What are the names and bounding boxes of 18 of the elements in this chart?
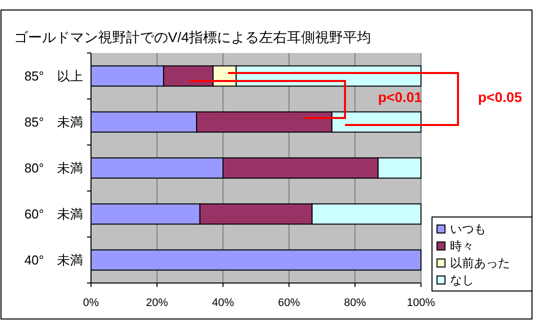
y-tick-label: 85° 以上 <box>24 68 83 84</box>
annotation: p<0.01 <box>378 89 422 105</box>
x-tick-label: 40% <box>212 297 234 309</box>
legend-label: 以前あった <box>450 256 510 270</box>
x-tick-label: 20% <box>146 297 168 309</box>
chart-title: ゴールドマン視野計でのV/4指標による左右耳側視野平均 <box>14 29 372 45</box>
x-tick-label: 80% <box>344 297 366 309</box>
x-tick-label: 60% <box>278 297 300 309</box>
y-tick-label: 40° 未満 <box>24 252 83 268</box>
legend-label: 時々 <box>450 239 474 254</box>
y-tick-label: 80° 未満 <box>24 160 83 176</box>
y-tick-label: 60° 未満 <box>24 206 83 222</box>
x-tick-label: 100% <box>406 297 436 309</box>
text: p<0.05 <box>478 89 522 105</box>
legend-label: いつも <box>450 222 486 236</box>
y-tick-label: 85° 未満 <box>24 114 83 130</box>
legend-label: なし <box>450 273 474 288</box>
x-tick-label: 0% <box>83 297 100 309</box>
